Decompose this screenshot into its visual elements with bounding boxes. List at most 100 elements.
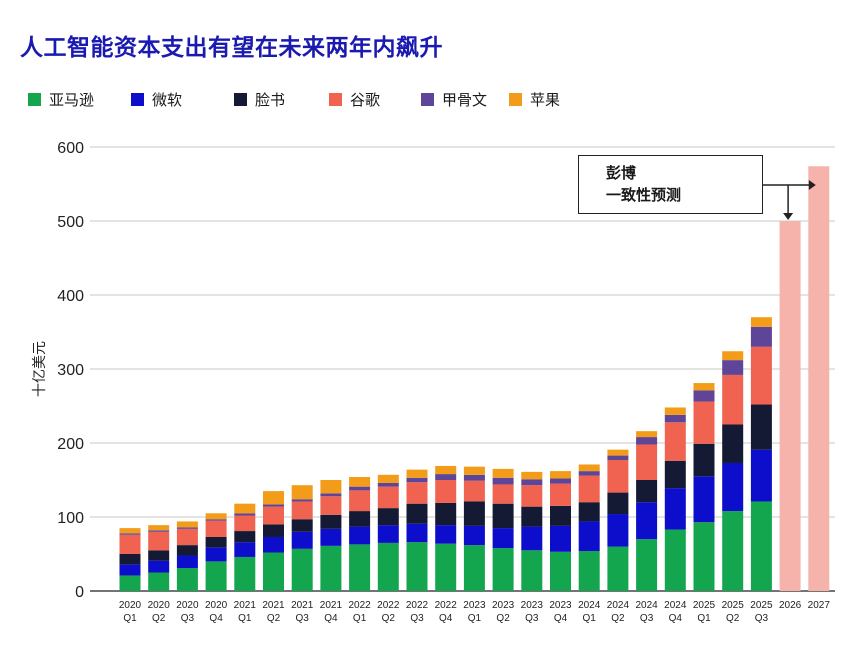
bar-segment-3 (550, 505, 571, 526)
y-tick-label: 500 (57, 214, 84, 231)
x-tick-quarter: Q4 (669, 613, 683, 624)
x-tick-quarter: Q2 (496, 613, 510, 624)
annotation-line1: 彭博 (606, 164, 637, 182)
annotation-line2: 一致性预测 (606, 186, 682, 204)
bar-segment-1 (492, 548, 514, 591)
bar-segment-1 (607, 546, 629, 591)
bar-segment-2 (349, 526, 371, 545)
bar-segment-4 (119, 534, 141, 554)
legend-label-amazon: 亚马逊 (49, 91, 95, 109)
bar-segment-6 (148, 525, 170, 531)
bar-segment-3 (463, 501, 485, 526)
legend-item-amazon: 亚马逊 (28, 89, 131, 110)
bar-segment-6 (406, 469, 428, 478)
bar-segment-6 (176, 521, 198, 528)
bar-segment-1 (119, 575, 141, 591)
x-tick-year: 2020 (148, 600, 171, 611)
bar-segment-6 (205, 513, 227, 520)
bar-segment-4 (349, 490, 371, 512)
y-tick-label: 200 (57, 436, 84, 453)
x-tick-year: 2024 (664, 600, 687, 611)
bar-segment-1 (176, 568, 198, 591)
bar-segment-5 (463, 474, 485, 481)
x-tick-year: 2021 (320, 600, 343, 611)
x-tick-year: 2021 (234, 600, 257, 611)
bar-segment-1 (435, 543, 457, 591)
bar-segment-3 (722, 424, 744, 463)
x-tick-year: 2022 (377, 600, 400, 611)
legend-item-google: 谷歌 (329, 89, 421, 110)
legend-swatch-apple (509, 93, 522, 106)
bar-segment-6 (636, 431, 658, 438)
bar-segment-1 (234, 556, 256, 591)
x-tick-year: 2020 (176, 600, 199, 611)
bar-segment-1 (148, 572, 170, 591)
bar-segment-3 (349, 511, 371, 527)
bar-segment-3 (693, 443, 715, 477)
bar-segment-4 (521, 485, 543, 507)
bar-segment-2 (492, 528, 514, 549)
legend-item-apple: 苹果 (509, 89, 589, 110)
arrowhead-2027 (808, 180, 816, 190)
bar-segment-5 (607, 455, 629, 461)
bar-segment-1 (377, 542, 399, 591)
bar-segment-4 (234, 515, 256, 532)
x-tick-quarter: Q3 (755, 613, 769, 624)
bar-segment-3 (664, 460, 686, 489)
bar-segment-6 (521, 471, 543, 480)
legend-label-facebook: 脸书 (255, 91, 286, 109)
bar-segment-2 (119, 564, 141, 576)
bar-segment-4 (176, 528, 198, 546)
bar-segment-2 (234, 542, 256, 557)
bar-segment-1 (205, 561, 227, 591)
x-tick-quarter: Q3 (296, 613, 310, 624)
bar-segment-2 (550, 525, 571, 552)
bar-segment-2 (406, 523, 428, 543)
bar-segment-3 (578, 502, 600, 522)
bar-segment-6 (463, 466, 485, 475)
x-tick-quarter: Q2 (382, 613, 396, 624)
x-tick-year: 2021 (262, 600, 285, 611)
bar-segment-6 (664, 407, 686, 415)
bar-segment-5 (205, 519, 227, 521)
bar-segment-6 (234, 503, 256, 514)
x-tick-year: 2020 (119, 600, 142, 611)
legend-swatch-google (329, 93, 342, 106)
bar-segment-5 (291, 499, 313, 502)
bar-segment-2 (377, 525, 399, 543)
x-tick-quarter: Q1 (353, 613, 367, 624)
bar-segment-3 (750, 404, 772, 450)
bar-segment-5 (550, 478, 571, 484)
bar-segment-1 (349, 544, 371, 591)
x-tick-quarter: Q4 (209, 613, 223, 624)
bar-segment-6 (119, 528, 141, 534)
bar-segment-4 (722, 374, 744, 425)
bar-segment-6 (291, 485, 313, 500)
legend-item-microsoft: 微软 (131, 89, 234, 110)
legend-label-apple: 苹果 (530, 91, 561, 109)
x-tick-quarter: Q3 (640, 613, 654, 624)
bar-segment-5 (636, 437, 658, 445)
bar-segment-6 (377, 474, 399, 483)
bar-segment-2 (176, 555, 198, 569)
bar-segment-2 (205, 547, 227, 562)
bar-segment-1 (636, 539, 658, 591)
bar-segment-1 (550, 551, 571, 591)
bar-segment-6 (320, 480, 342, 494)
x-tick-year: 2024 (635, 600, 658, 611)
x-tick-year: 2026 (779, 600, 802, 611)
x-tick-year: 2027 (808, 600, 831, 611)
bar-segment-4 (463, 480, 485, 502)
bar-segment-4 (578, 475, 600, 503)
bar-segment-1 (693, 522, 715, 591)
x-tick-year: 2024 (607, 600, 630, 611)
forecast-bar (779, 221, 801, 591)
bar-segment-2 (320, 528, 342, 546)
bar-segment-2 (578, 521, 600, 552)
bar-segment-3 (636, 480, 658, 503)
bar-segment-6 (693, 383, 715, 391)
bar-segment-6 (578, 464, 600, 472)
legend-label-google: 谷歌 (350, 91, 381, 109)
bar-segment-6 (722, 351, 744, 361)
